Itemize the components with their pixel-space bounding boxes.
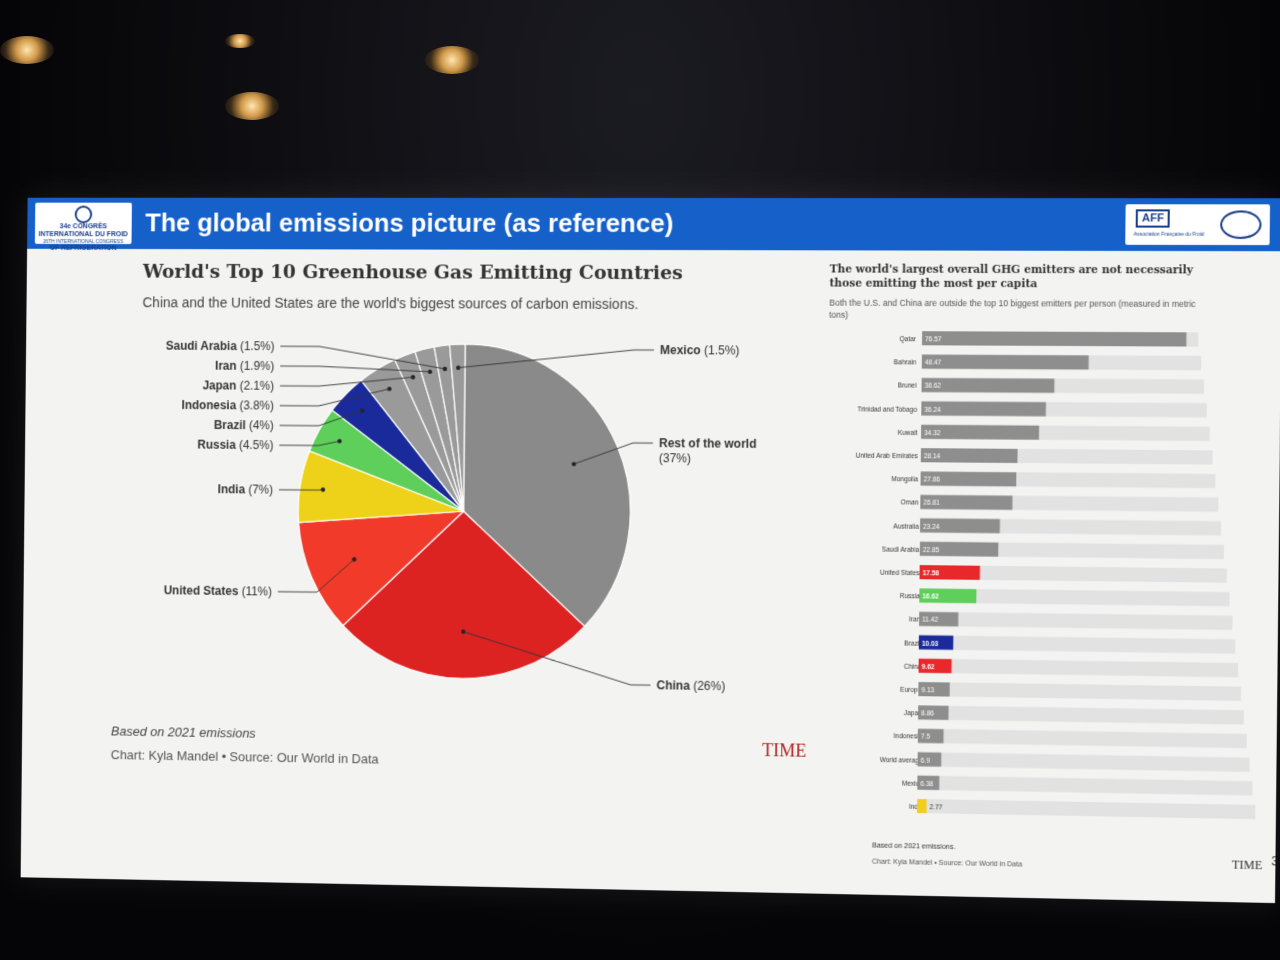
bar-bahrain: [922, 355, 1089, 370]
bar-track: [919, 612, 1233, 630]
bar-category-united-arab-emirates: United Arab Emirates: [856, 453, 918, 461]
bar-value-world-average: 6.9: [921, 757, 931, 764]
bar-category-brazil: Brazil: [904, 640, 921, 647]
stage-light: [0, 36, 54, 64]
slide-banner: 34e CONGRÈS INTERNATIONAL DU FROID 26TH …: [27, 198, 1280, 251]
pie-chart-subtitle: China and the United States are the worl…: [142, 294, 638, 312]
bar-category-australia: Australia: [893, 523, 919, 530]
bar-value-qatar: 76.57: [925, 336, 942, 343]
bar-value-indonesia: 7.5: [921, 734, 931, 741]
bar-chart-credit: Chart: Kyla Mandel • Source: Our World i…: [872, 859, 1022, 869]
iir-globe-icon: [1220, 210, 1262, 239]
pie-label-rest-of-the-world: Rest of the world(37%): [659, 436, 757, 466]
bar-category-kuwait: Kuwait: [898, 430, 918, 437]
logo-line-3: OF REFRIGERATION: [35, 245, 132, 253]
bar-track: [918, 705, 1244, 724]
bar-qatar: [922, 331, 1186, 346]
bar-india: [917, 799, 927, 813]
bar-value-iran: 11.42: [922, 617, 939, 624]
bar-value-united-arab-emirates: 28.14: [924, 453, 941, 460]
bar-category-brunei: Brunei: [898, 383, 917, 390]
bar-category-qatar: Qatar: [899, 336, 916, 343]
pie-label-saudi-arabia: Saudi Arabia (1.5%): [166, 339, 275, 353]
bar-value-saudi-arabia: 22.85: [923, 547, 940, 554]
bar-value-europe: 9.13: [921, 687, 934, 694]
pie-label-russia: Russia (4.5%): [197, 438, 273, 453]
bar-value-kuwait: 34.32: [924, 430, 941, 437]
stage-light: [425, 46, 479, 74]
eiffel-emblem-icon: [75, 206, 93, 224]
pie-label-japan: Japan (2.1%): [203, 378, 275, 392]
bar-chart-subtitle: Both the U.S. and China are outside the …: [829, 297, 1197, 323]
pie-chart-credit: Chart: Kyla Mandel • Source: Our World i…: [111, 747, 379, 766]
bar-track: [919, 659, 1239, 678]
bar-brunei: [921, 378, 1054, 393]
bar-track: [917, 799, 1255, 819]
bar-chart-note: Based on 2021 emissions.: [872, 842, 955, 851]
page-number: 30: [1271, 854, 1280, 869]
bar-chart: Qatar 76.57 Bahrain 48.47 Brunei 38.62 Trinida…: [820, 327, 1275, 838]
aff-logo: AFF: [1136, 209, 1171, 227]
bar-chart-title: The world's largest overall GHG emitters…: [829, 262, 1197, 291]
bar-track: [918, 729, 1247, 748]
bar-value-brunei: 38.62: [925, 383, 942, 390]
bar-value-mongolia: 27.86: [924, 477, 941, 484]
pie-chart: Rest of the world(37%) China (26%) United …: [22, 316, 815, 741]
time-logo: TIME: [762, 740, 807, 762]
pie-label-mexico: Mexico (1.5%): [660, 343, 740, 358]
aff-subtitle: Association Française du Froid: [1134, 232, 1205, 238]
pie-label-indonesia: Indonesia (3.8%): [182, 398, 274, 413]
pie-label-india: India (7%): [218, 482, 273, 496]
bar-value-japan: 8.86: [921, 710, 934, 717]
bar-category-bahrain: Bahrain: [894, 359, 917, 366]
slide-title: The global emissions picture (as referen…: [145, 208, 673, 239]
bar-track: [917, 776, 1252, 796]
bar-category-saudi-arabia: Saudi Arabia: [882, 546, 920, 554]
bar-value-russia: 16.62: [922, 593, 939, 600]
congress-logo: 34e CONGRÈS INTERNATIONAL DU FROID 26TH …: [35, 203, 132, 244]
pie-label-brazil: Brazil (4%): [214, 418, 274, 432]
bar-value-india: 2.77: [930, 804, 943, 811]
bar-value-trinidad-and-tobago: 36.24: [924, 406, 941, 413]
bar-track: [918, 752, 1250, 772]
presentation-slide: 34e CONGRÈS INTERNATIONAL DU FROID 26TH …: [21, 198, 1280, 903]
bar-value-china: 9.62: [922, 664, 935, 671]
pie-label-china: China (26%): [656, 678, 725, 693]
bar-category-world-average: World average: [880, 757, 923, 765]
bar-category-trinidad-and-tobago: Trinidad and Tobago: [857, 406, 917, 414]
bar-category-oman: Oman: [901, 500, 919, 507]
bar-category-united-states: United States: [880, 570, 920, 578]
time-logo-small: TIME: [1232, 857, 1262, 873]
bar-category-iran: Iran: [909, 617, 921, 624]
bar-value-bahrain: 48.47: [925, 360, 942, 367]
stage-light: [225, 34, 255, 48]
pie-label-iran: Iran (1.9%): [215, 359, 274, 373]
bar-value-brazil: 10.03: [922, 640, 939, 647]
bar-category-russia: Russia: [900, 593, 921, 600]
bar-category-mongolia: Mongolia: [891, 476, 918, 483]
bar-value-mexico: 6.38: [920, 781, 933, 788]
logo-line-1: 34e CONGRÈS INTERNATIONAL DU FROID: [35, 223, 132, 239]
bar-value-united-states: 17.58: [923, 570, 940, 577]
pie-chart-note: Based on 2021 emissions: [111, 724, 256, 741]
stage-light: [225, 92, 279, 120]
pie-chart-title: World's Top 10 Greenhouse Gas Emitting C…: [143, 261, 683, 284]
bar-value-australia: 23.24: [923, 523, 940, 530]
partner-logos: AFF Association Française du Froid: [1125, 204, 1270, 245]
bar-value-oman: 26.81: [923, 500, 940, 507]
bar-track: [918, 682, 1241, 701]
pie-label-united-states: United States (11%): [164, 583, 272, 598]
bar-track: [919, 635, 1236, 653]
